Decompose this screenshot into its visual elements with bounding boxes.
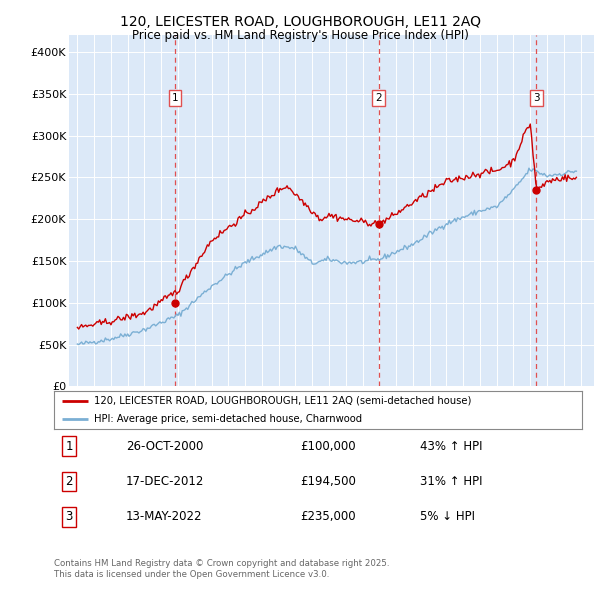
Text: 2: 2 (376, 93, 382, 103)
Text: 17-DEC-2012: 17-DEC-2012 (126, 475, 205, 488)
Text: HPI: Average price, semi-detached house, Charnwood: HPI: Average price, semi-detached house,… (94, 414, 362, 424)
Text: £194,500: £194,500 (300, 475, 356, 488)
Text: 1: 1 (172, 93, 178, 103)
Text: 13-MAY-2022: 13-MAY-2022 (126, 510, 203, 523)
Text: 5% ↓ HPI: 5% ↓ HPI (420, 510, 475, 523)
Text: £100,000: £100,000 (300, 440, 356, 453)
Text: £235,000: £235,000 (300, 510, 356, 523)
Text: 43% ↑ HPI: 43% ↑ HPI (420, 440, 482, 453)
Text: 3: 3 (65, 510, 73, 523)
Text: Contains HM Land Registry data © Crown copyright and database right 2025.
This d: Contains HM Land Registry data © Crown c… (54, 559, 389, 579)
Text: Price paid vs. HM Land Registry's House Price Index (HPI): Price paid vs. HM Land Registry's House … (131, 30, 469, 42)
Text: 120, LEICESTER ROAD, LOUGHBOROUGH, LE11 2AQ: 120, LEICESTER ROAD, LOUGHBOROUGH, LE11 … (119, 15, 481, 29)
Text: 3: 3 (533, 93, 540, 103)
Text: 1: 1 (65, 440, 73, 453)
Text: 31% ↑ HPI: 31% ↑ HPI (420, 475, 482, 488)
Text: 26-OCT-2000: 26-OCT-2000 (126, 440, 203, 453)
Text: 120, LEICESTER ROAD, LOUGHBOROUGH, LE11 2AQ (semi-detached house): 120, LEICESTER ROAD, LOUGHBOROUGH, LE11 … (94, 396, 471, 406)
Text: 2: 2 (65, 475, 73, 488)
